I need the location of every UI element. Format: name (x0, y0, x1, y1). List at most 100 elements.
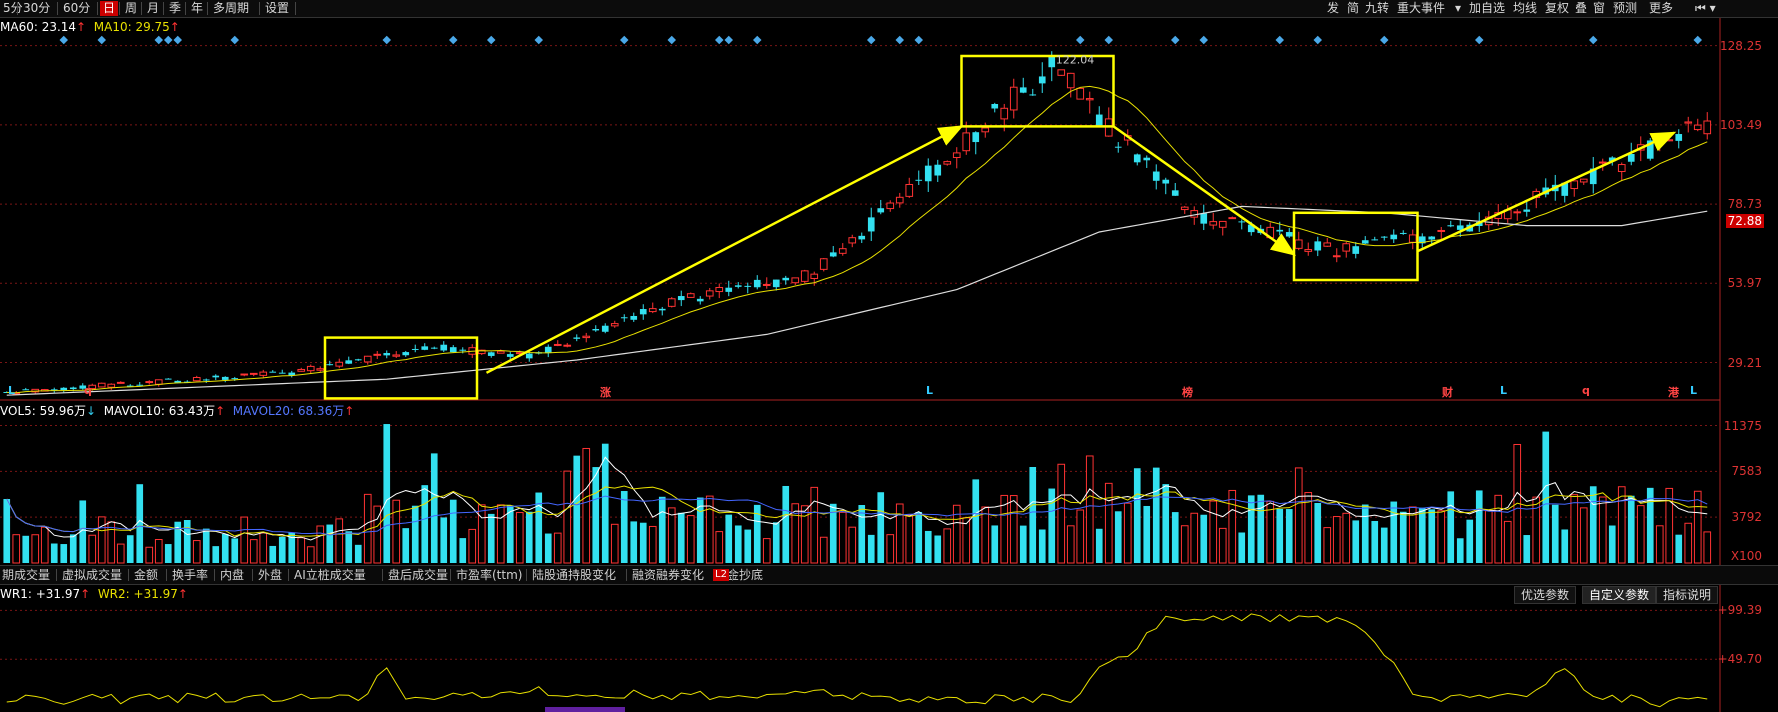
volume-bar (183, 520, 191, 563)
volume-bar (288, 532, 296, 563)
indicator-tab[interactable]: 虚拟成交量 (62, 568, 123, 582)
period-3-button[interactable]: 日 (100, 1, 119, 16)
volume-bar (1276, 508, 1284, 563)
volume-bar (468, 528, 477, 564)
candle (648, 308, 657, 313)
event-marker[interactable]: L (1500, 384, 1508, 397)
candle (1332, 255, 1341, 258)
candle (259, 371, 268, 376)
volume-bar (1180, 525, 1189, 564)
candle (1143, 157, 1151, 161)
toolbar-3-button[interactable]: 重大事件 (1397, 1, 1446, 15)
tab-divider (56, 569, 57, 581)
indicator-tab[interactable]: 盘后成交量 (388, 568, 449, 582)
candle (1352, 246, 1360, 254)
event-marker[interactable]: L (8, 384, 16, 397)
event-marker[interactable]: q (1582, 384, 1590, 397)
indicator-tab[interactable]: AI立桩成交量 (294, 568, 366, 582)
param-button[interactable]: 自定义参数 (1582, 586, 1657, 604)
indicator-tab[interactable]: 金额 (134, 568, 159, 582)
toolbar-10-button[interactable]: 更多 (1649, 1, 1674, 15)
volume-bar (50, 543, 58, 563)
volume-bar (1475, 490, 1483, 563)
volume-bar (725, 514, 733, 563)
indicator-tab[interactable]: 期成交量 (2, 568, 51, 582)
toolbar-9-button[interactable]: 预测 (1613, 1, 1638, 15)
period-9-button[interactable]: 设置 (265, 1, 290, 15)
event-marker[interactable]: 涨 (600, 386, 611, 399)
toolbar-6-button[interactable]: 复权 (1545, 1, 1570, 15)
event-marker[interactable]: 港 (1668, 386, 1679, 399)
event-diamond[interactable] (382, 35, 391, 45)
volume-bar (212, 546, 220, 563)
candle (1114, 146, 1122, 148)
price-legend: MA60: 23.14↑ MA10: 29.75↑ (0, 20, 180, 34)
period-6-button[interactable]: 季 (169, 1, 182, 15)
event-diamond[interactable] (59, 35, 68, 45)
first-page-icon[interactable]: ⏮ ▾ (1695, 1, 1716, 15)
event-diamond[interactable] (449, 35, 458, 45)
indicator-tab[interactable]: 外盘 (258, 568, 283, 582)
price-tick-label: 103.49 (1720, 117, 1762, 132)
param-button[interactable]: 指标说明 (1656, 586, 1719, 604)
selection-range[interactable] (545, 707, 625, 712)
events-dropdown-icon[interactable]: ▾ (1455, 1, 1462, 15)
volume-bar (1123, 502, 1132, 564)
volume-bar (639, 522, 647, 563)
candle (991, 103, 999, 109)
toolbar-1-button[interactable]: 简 (1347, 1, 1360, 15)
period-5-button[interactable]: 月 (147, 1, 160, 15)
candle (1209, 221, 1218, 226)
volume-bar (952, 504, 961, 564)
event-marker[interactable]: 榜 (1182, 386, 1193, 399)
event-diamond[interactable] (164, 35, 173, 45)
candle (1361, 240, 1369, 244)
volume-bar (1085, 455, 1094, 564)
event-marker[interactable]: L (1690, 384, 1698, 397)
indicator-tab[interactable]: 内盘 (220, 568, 245, 582)
toolbar-4-button[interactable]: 加自选 (1469, 1, 1506, 15)
candle (136, 384, 144, 386)
param-button[interactable]: 优选参数 (1514, 586, 1577, 604)
volume-bar (477, 504, 486, 564)
indicator-tab[interactable]: 市盈率(ttm) (456, 568, 523, 582)
candle (1285, 232, 1293, 237)
event-marker[interactable]: q (84, 384, 92, 397)
candle (972, 132, 980, 143)
annotation-arrow (1112, 125, 1297, 256)
period-1-button[interactable]: 30分 (23, 1, 51, 15)
toolbar-0-button[interactable]: 发 (1327, 1, 1340, 15)
candle (686, 293, 695, 298)
toolbar-7-button[interactable]: 叠 (1575, 1, 1588, 15)
toolbar-8-button[interactable]: 窗 (1593, 1, 1606, 15)
volume-bar (1617, 486, 1626, 564)
volume-bar (306, 546, 315, 564)
event-diamond[interactable] (230, 35, 239, 45)
toolbar-5-button[interactable]: 均线 (1513, 1, 1538, 15)
candle (231, 378, 239, 380)
volume-bar (782, 485, 790, 563)
event-diamond[interactable] (154, 35, 163, 45)
toolbar-2-button[interactable]: 九转 (1365, 1, 1390, 15)
event-diamond[interactable] (97, 35, 106, 45)
event-marker[interactable]: 财 (1442, 386, 1453, 399)
indicator-tab[interactable]: 换手率 (172, 568, 209, 582)
volume-bar (753, 504, 761, 563)
volume-bar (240, 516, 249, 564)
event-diamond[interactable] (487, 35, 496, 45)
volume-bar (705, 495, 714, 564)
candle (1323, 242, 1332, 247)
candle (610, 323, 619, 327)
period-8-button[interactable]: 多周期 (213, 1, 250, 15)
volume-bar (535, 492, 543, 563)
candle (88, 384, 97, 390)
candle (1371, 239, 1379, 241)
period-4-button[interactable]: 周 (125, 1, 138, 15)
event-marker[interactable]: L (926, 384, 934, 397)
period-2-button[interactable]: 60分 (63, 1, 91, 15)
candle (383, 353, 391, 356)
period-7-button[interactable]: 年 (191, 1, 204, 15)
event-diamond[interactable] (173, 35, 182, 45)
indicator-tab[interactable]: 融资融券变化 (632, 568, 705, 582)
indicator-tab[interactable]: 陆股通持股变化 (532, 568, 617, 582)
